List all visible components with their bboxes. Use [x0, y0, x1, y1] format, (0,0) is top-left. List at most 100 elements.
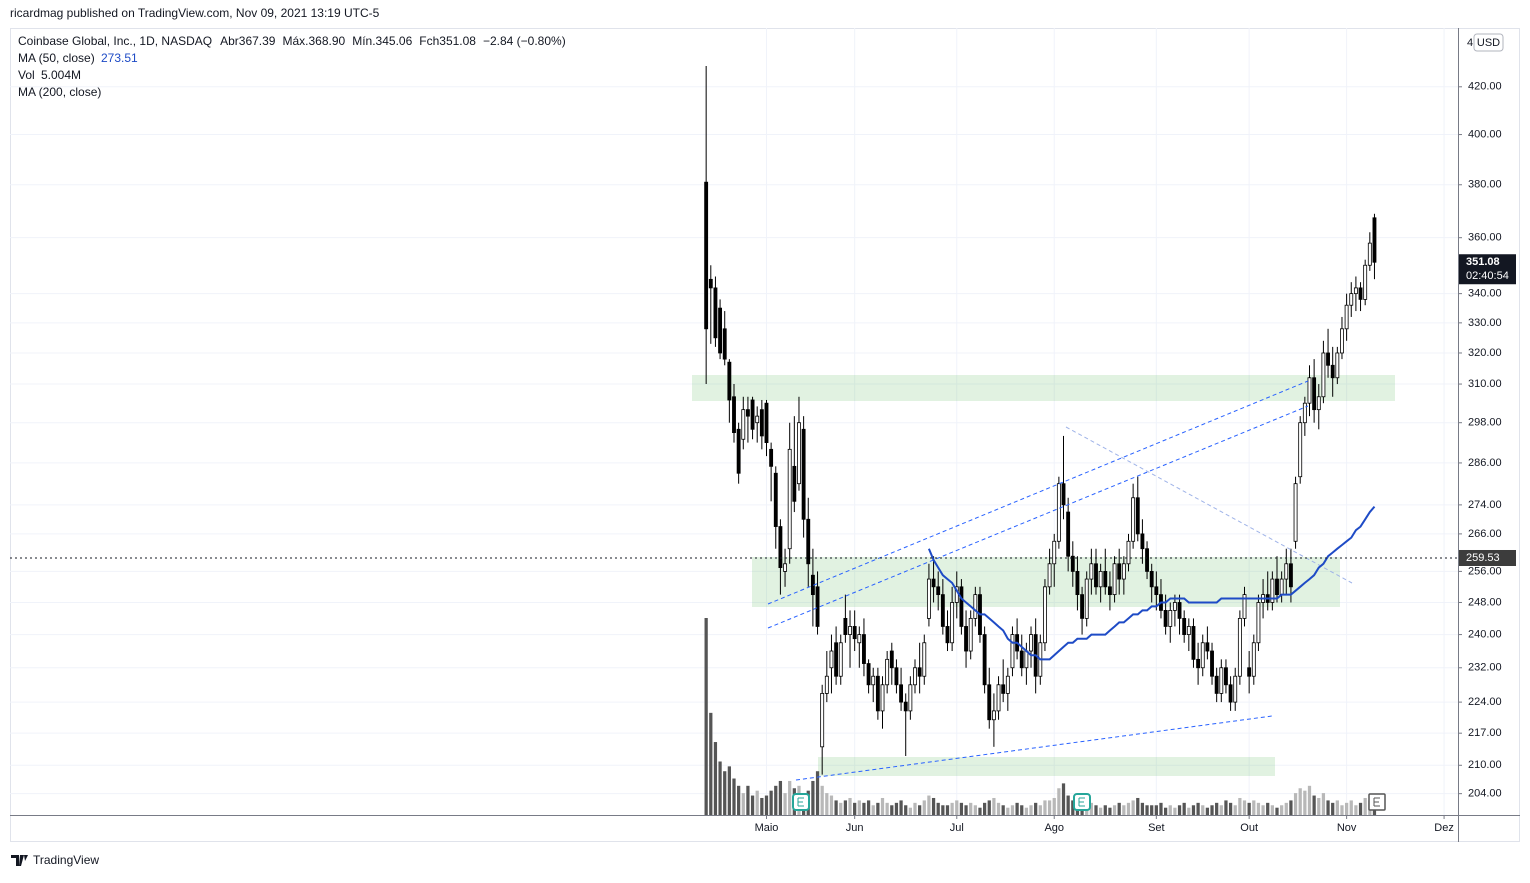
- y-tick-label: 420.00: [1468, 81, 1502, 93]
- candle-body: [959, 586, 964, 627]
- candle-body: [722, 328, 727, 360]
- volume-bar: [760, 797, 764, 815]
- volume-bar: [709, 712, 713, 815]
- ohlc-label: Fch: [419, 34, 439, 48]
- volume-bar: [1363, 797, 1367, 815]
- candle-body: [1029, 634, 1033, 652]
- candle-body: [769, 448, 774, 467]
- volume-bar: [918, 805, 922, 815]
- volume-bar: [1001, 805, 1005, 815]
- volume: [704, 618, 1377, 815]
- x-tick-label: Jul: [950, 822, 964, 834]
- ohlc-label: Abr: [220, 34, 239, 48]
- y-tick-label: 286.00: [1468, 457, 1502, 469]
- volume-bar: [1145, 805, 1149, 815]
- volume-bar: [1307, 785, 1312, 815]
- y-tick-label: 380.00: [1468, 179, 1502, 191]
- volume-bar: [955, 800, 959, 815]
- volume-bar: [769, 790, 773, 815]
- currency-button[interactable]: [1473, 33, 1504, 52]
- candle-body: [991, 710, 996, 721]
- y-tick-label: 256.00: [1468, 565, 1502, 577]
- candle-body: [718, 307, 723, 354]
- brand[interactable]: TradingView: [33, 853, 99, 867]
- volume-bar: [890, 805, 894, 815]
- candle-body: [852, 626, 857, 640]
- volume-bar: [1103, 805, 1107, 815]
- candle-body: [1279, 578, 1284, 596]
- candle-body: [1140, 533, 1145, 550]
- volume-bar: [778, 780, 783, 815]
- volume-bar: [1242, 800, 1247, 815]
- brand-logo[interactable]: [11, 855, 28, 866]
- candle-body: [783, 563, 787, 572]
- volume-bar: [1126, 802, 1131, 815]
- ma200-legend: MA (200, close): [18, 85, 101, 99]
- axis-fragment: 4: [1467, 37, 1473, 49]
- candle-body: [773, 472, 778, 527]
- volume-bar: [1196, 802, 1200, 815]
- volume-bar: [1238, 797, 1242, 815]
- volume-bar: [718, 761, 722, 815]
- candle-body: [1149, 571, 1154, 588]
- candle-body: [1372, 217, 1377, 263]
- candle-body: [1307, 377, 1312, 404]
- x-tick-label: Dez: [1434, 822, 1454, 834]
- candle-body: [801, 428, 806, 520]
- volume-bar: [1047, 800, 1052, 815]
- candle-body: [973, 594, 978, 619]
- candle-body: [940, 594, 945, 627]
- candle-body: [1312, 377, 1317, 411]
- candle-body: [945, 626, 950, 644]
- volume-bar: [820, 785, 824, 815]
- candle-body: [1349, 293, 1354, 306]
- candle-body: [1186, 626, 1191, 635]
- volume-bar: [1298, 788, 1302, 815]
- volume-bar: [927, 795, 931, 815]
- candle-body: [1154, 586, 1159, 596]
- volume-bar: [1057, 788, 1061, 815]
- volume-bar: [1349, 800, 1353, 815]
- volume-bar: [1210, 805, 1214, 815]
- volume-bar: [973, 805, 977, 815]
- candle-body: [820, 693, 825, 748]
- volume-bar: [950, 802, 954, 815]
- trendline: [767, 380, 1309, 605]
- volume-value: 5.004M: [41, 68, 81, 82]
- candle-body: [1010, 634, 1015, 669]
- volume-bar: [1270, 805, 1274, 815]
- candle-body: [1228, 684, 1233, 703]
- x-tick-label: Out: [1240, 822, 1258, 834]
- candle-body: [1205, 642, 1210, 652]
- volume-bar: [1233, 805, 1237, 815]
- candle-body: [1242, 594, 1247, 619]
- candle-body: [931, 578, 936, 588]
- candle-body: [1052, 540, 1057, 565]
- x-tick-label: Set: [1148, 822, 1165, 834]
- earnings-glyph: [1373, 797, 1380, 807]
- candle-body: [857, 634, 862, 644]
- y-tick-label: 240.00: [1468, 628, 1502, 640]
- volume-bar: [1293, 793, 1298, 815]
- y-tick-label: 217.00: [1468, 727, 1502, 739]
- volume-bar: [964, 805, 968, 815]
- candle-body: [1200, 642, 1205, 669]
- volume-bar: [843, 800, 848, 815]
- volume-bar: [1131, 800, 1135, 815]
- candle-body: [1330, 364, 1335, 379]
- candle-body: [755, 415, 760, 424]
- currency-label[interactable]: USD: [1477, 37, 1500, 49]
- candle-body: [1182, 617, 1187, 635]
- volume-bar: [1029, 805, 1033, 815]
- candle-body: [1321, 352, 1326, 398]
- volume-bar: [1168, 805, 1172, 815]
- volume-bar: [945, 805, 950, 815]
- ohlc-value: 345.06: [376, 34, 413, 48]
- volume-bar: [1173, 807, 1177, 815]
- candle-body: [778, 526, 783, 568]
- candle-body: [1056, 483, 1061, 542]
- volume-bar: [1289, 800, 1293, 815]
- candle-body: [1288, 563, 1293, 588]
- candle-body: [1131, 497, 1136, 542]
- last-price-box: [1459, 254, 1516, 285]
